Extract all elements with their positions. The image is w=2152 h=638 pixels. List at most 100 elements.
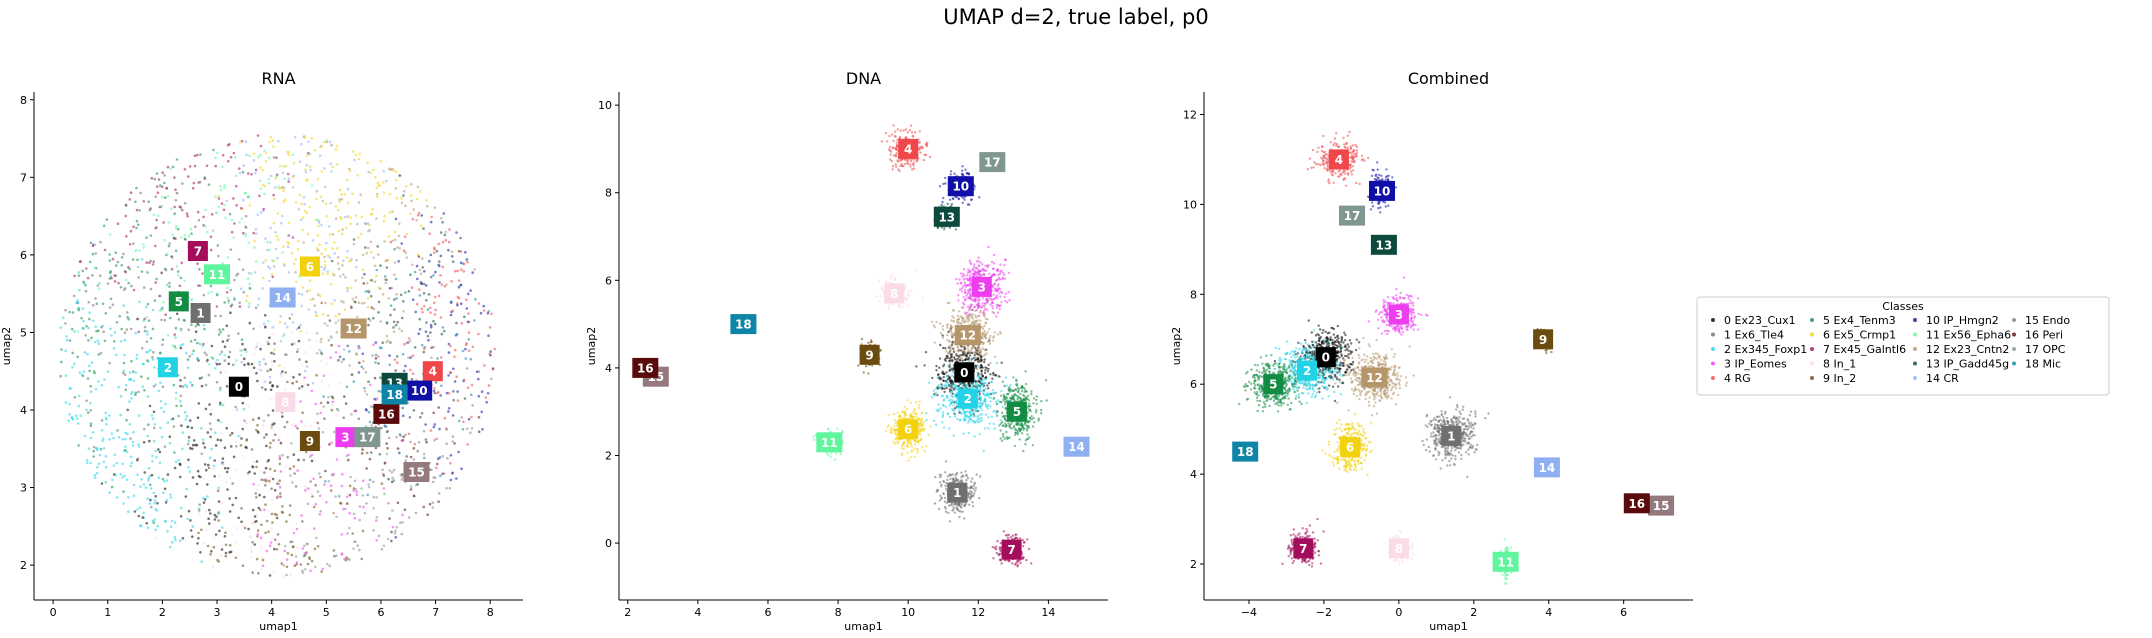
cell-point xyxy=(202,215,205,219)
cell-point xyxy=(238,220,241,224)
cell-point xyxy=(256,303,260,307)
cell-point xyxy=(295,527,299,531)
cell-point xyxy=(943,358,947,361)
cell-point xyxy=(138,249,141,252)
cell-point xyxy=(968,274,972,277)
cell-point xyxy=(327,384,330,387)
cell-point xyxy=(1019,392,1022,395)
cell-point xyxy=(135,357,139,360)
cell-point xyxy=(290,481,294,484)
cell-point xyxy=(318,348,322,352)
cell-point xyxy=(377,253,380,256)
cell-point xyxy=(358,505,362,508)
cell-point xyxy=(978,432,981,436)
cell-point xyxy=(952,506,955,509)
cell-point xyxy=(944,405,948,408)
cell-point xyxy=(409,273,412,277)
cluster-label-box xyxy=(190,303,211,323)
cell-point xyxy=(944,507,947,510)
cell-point xyxy=(319,401,323,405)
cell-point xyxy=(342,416,346,420)
cell-point xyxy=(259,469,263,473)
cell-point xyxy=(197,512,201,515)
cell-point xyxy=(261,183,265,187)
cell-point xyxy=(996,278,1000,281)
cell-point xyxy=(315,197,318,201)
cell-point xyxy=(258,493,262,497)
cell-point xyxy=(60,360,63,364)
cell-point xyxy=(89,241,93,245)
cell-point xyxy=(101,302,105,306)
cell-point xyxy=(280,374,283,378)
cell-point xyxy=(180,329,183,333)
cell-point xyxy=(398,451,401,455)
cell-point xyxy=(207,466,211,470)
cell-point xyxy=(249,272,253,275)
cell-point xyxy=(190,323,193,327)
cell-point xyxy=(400,242,404,245)
cell-point xyxy=(323,255,326,259)
cell-point xyxy=(331,396,335,400)
cell-point xyxy=(151,355,154,359)
cell-point xyxy=(225,199,229,203)
cell-point xyxy=(219,403,222,406)
cell-point xyxy=(228,434,232,437)
cell-point xyxy=(264,380,267,383)
cell-point xyxy=(891,168,894,171)
cell-point xyxy=(367,323,370,327)
cell-point xyxy=(177,458,180,462)
cell-point xyxy=(236,272,240,276)
cell-point xyxy=(224,216,227,219)
cell-point xyxy=(432,319,435,323)
cell-point xyxy=(323,483,326,486)
cell-point xyxy=(982,449,985,453)
cell-point xyxy=(444,239,448,242)
cell-point xyxy=(303,484,307,488)
cell-point xyxy=(344,507,347,511)
cell-point xyxy=(466,443,469,446)
cell-point xyxy=(969,480,973,483)
cell-point xyxy=(459,250,463,253)
cell-point xyxy=(213,459,216,462)
cell-point xyxy=(409,485,413,488)
cell-point xyxy=(255,496,258,499)
cell-point xyxy=(995,361,998,365)
cell-point xyxy=(278,435,282,439)
cell-point xyxy=(394,217,398,221)
cell-point xyxy=(318,472,321,475)
cell-point xyxy=(95,471,99,475)
cell-point xyxy=(255,557,259,561)
cell-point xyxy=(488,352,492,356)
cell-point xyxy=(285,573,288,577)
cell-point xyxy=(179,515,183,518)
cluster-label-4: 4 xyxy=(422,361,443,382)
cell-point xyxy=(187,439,190,443)
cell-point xyxy=(246,294,249,298)
cell-point xyxy=(390,480,394,484)
cell-point xyxy=(218,362,221,366)
cell-point xyxy=(115,321,119,324)
cell-point xyxy=(165,252,169,256)
cell-point xyxy=(76,307,80,311)
cell-point xyxy=(362,282,366,285)
cell-point xyxy=(162,410,166,414)
cell-point xyxy=(474,297,477,301)
cell-point xyxy=(83,434,87,438)
cell-point xyxy=(256,367,260,371)
cell-point xyxy=(1010,427,1013,430)
cell-point xyxy=(948,427,951,430)
cell-point xyxy=(261,168,264,172)
cell-point xyxy=(913,131,917,134)
cell-point xyxy=(247,305,251,309)
cell-point xyxy=(323,185,327,189)
cell-point xyxy=(111,303,115,307)
cell-point xyxy=(210,355,213,359)
cluster-label-box xyxy=(187,241,208,261)
cell-point xyxy=(140,375,143,379)
cell-point xyxy=(205,468,208,472)
cell-point xyxy=(429,253,433,257)
cell-point xyxy=(96,466,99,469)
cell-point xyxy=(318,146,322,149)
cell-point xyxy=(1008,299,1011,302)
